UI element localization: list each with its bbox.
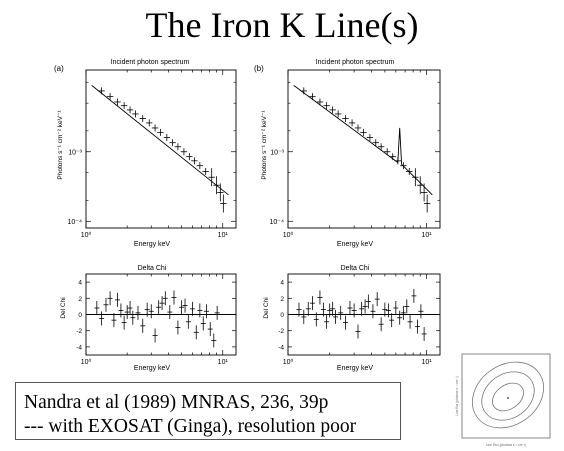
rb-xtick-label: 10¹ xyxy=(422,359,433,366)
citation-line-2: --- with EXOSAT (Ginga), resolution poor xyxy=(24,416,357,437)
panel-b-label: (b) xyxy=(254,64,264,73)
best-fit-point xyxy=(507,397,509,399)
contour-outer xyxy=(472,361,544,429)
pa-xtick-label: 10¹ xyxy=(218,232,229,239)
rb-ytick-label: 4 xyxy=(280,280,284,287)
ra-ytick-label: 0 xyxy=(78,312,82,319)
panel-a-spectrum-title: Incident photon spectrum xyxy=(111,59,190,66)
ra-xtick-label: 10¹ xyxy=(218,359,229,366)
panel-a-xlabel: Energy keV xyxy=(134,241,171,248)
pb-frame xyxy=(287,69,441,229)
pa-xtick-label: 10⁰ xyxy=(81,231,92,239)
panel-b-ylabel: Photons s⁻¹ cm⁻² keV⁻¹ xyxy=(261,110,268,180)
pb-xtick-label: 10⁰ xyxy=(283,231,294,239)
pb-model-line xyxy=(293,85,433,196)
rb-xtick-label: 10⁰ xyxy=(283,358,294,366)
panel-b-spectrum-title: Incident photon spectrum xyxy=(316,59,395,66)
pa-frame xyxy=(85,69,237,229)
panel-b-residual-xlabel: Energy keV xyxy=(337,365,374,372)
pb-ytick-label: 10⁻³ xyxy=(270,149,284,156)
ra-ytick-label: -2 xyxy=(76,328,82,335)
ra-ytick-label: 2 xyxy=(78,296,82,303)
ra-xtick-label: 10⁰ xyxy=(81,358,92,366)
pa-model-line xyxy=(91,85,229,196)
inset-xlabel: Line Flux (photons s⁻¹ cm⁻²) xyxy=(486,443,526,447)
ra-ytick-label: -4 xyxy=(76,344,82,351)
contour-inset: Line flux (photons s⁻¹ cm⁻²) Line Flux (… xyxy=(455,353,551,447)
panel-a-residual-ylabel: Del Chi xyxy=(60,297,67,318)
contour-inner xyxy=(492,382,524,412)
panel-b-spectrum-plot: 10⁰ 10¹ 10⁻³ 10⁻⁴ xyxy=(270,69,441,239)
contour-middle xyxy=(481,371,535,421)
ra-ytick-label: 4 xyxy=(78,280,82,287)
pb-ytick-label: 10⁻⁴ xyxy=(270,219,285,226)
panel-a-residual-xlabel: Energy keV xyxy=(134,365,171,372)
panel-a-residual-plot: 10⁰ 10¹ 4 2 0 -2 -4 xyxy=(76,273,237,366)
citation-line-1: Nandra et al (1989) MNRAS, 236, 39p xyxy=(24,392,329,413)
pb-xtick-label: 10¹ xyxy=(422,232,433,239)
panel-a-label: (a) xyxy=(54,64,64,73)
panel-b-residual-ylabel: Del Chi xyxy=(263,297,270,318)
panel-b-residual-plot: 10⁰ 10¹ 4 2 0 -2 -4 xyxy=(278,273,441,366)
panel-b-xlabel: Energy keV xyxy=(337,241,374,248)
pa-ytick-label: 10⁻⁴ xyxy=(68,219,83,226)
rb-ytick-label: 2 xyxy=(280,296,284,303)
panel-b-residual-title: Delta Chi xyxy=(341,265,370,272)
pa-ytick-label: 10⁻³ xyxy=(68,149,82,156)
panel-a-residual-title: Delta Chi xyxy=(138,265,167,272)
rb-ytick-label: 0 xyxy=(280,312,284,319)
rb-ytick-label: -4 xyxy=(278,344,284,351)
panel-a-spectrum-plot: 10⁰ 10¹ 10⁻³ 10⁻⁴ xyxy=(68,69,237,239)
inset-ylabel: Line flux (photons s⁻¹ cm⁻²) xyxy=(455,376,459,415)
slide-title: The Iron K Line(s) xyxy=(145,5,419,45)
citation-box: Nandra et al (1989) MNRAS, 236, 39p --- … xyxy=(15,382,401,440)
rb-ytick-label: -2 xyxy=(278,328,284,335)
panel-a-ylabel: Photons s⁻¹ cm⁻² keV⁻¹ xyxy=(57,110,64,180)
